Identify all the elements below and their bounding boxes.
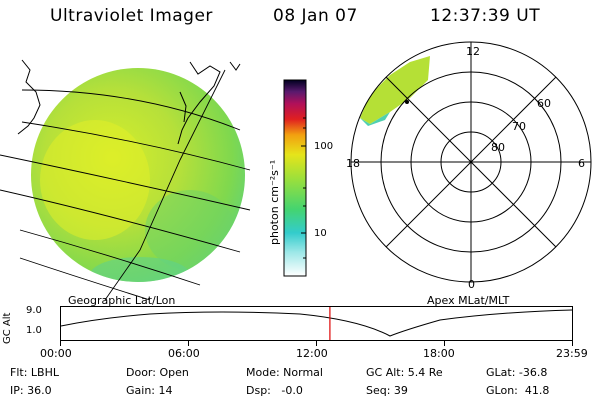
status-ip: IP: 36.0 [10, 384, 52, 397]
polar-plot [350, 41, 592, 283]
instrument-title: Ultraviolet Imager [50, 6, 213, 26]
auroral-patch [360, 56, 430, 126]
latlon-grid [0, 69, 251, 300]
colorbar-scale [283, 79, 307, 277]
altitude-timeline [60, 306, 573, 346]
geographic-caption: Geographic Lat/Lon [68, 294, 176, 307]
status-door: Door: Open [126, 366, 189, 379]
colorbar [283, 79, 307, 277]
status-mode: Mode: Normal [246, 366, 323, 379]
mlt-label-6: 6 [578, 157, 585, 170]
mlt-label-0: 0 [468, 278, 475, 291]
time-label: 12:37:39 UT [430, 6, 541, 26]
colorbar-tick-100: 100 [314, 141, 334, 152]
status-gc-alt: GC Alt: 5.4 Re [366, 366, 443, 379]
timeline-xtick-0000: 00:00 [40, 347, 72, 360]
timeline-xtick-0600: 06:00 [168, 347, 200, 360]
colorbar-ticks [301, 117, 306, 259]
timeline-xtick-1800: 18:00 [423, 347, 455, 360]
timeline-ylabel: GC Alt [2, 312, 13, 344]
colorbar-unit-label: photon cm⁻²s⁻¹ [268, 159, 281, 245]
timeline-ytick-9: 9.0 [26, 305, 42, 316]
status-glat: GLat: -36.8 [486, 366, 548, 379]
status-dsp: Dsp: -0.0 [246, 384, 303, 397]
mlt-label-18: 18 [346, 157, 360, 170]
mlat-label-80: 80 [491, 141, 505, 154]
timeline-ticks [60, 340, 573, 346]
status-seq: Seq: 39 [366, 384, 408, 397]
date-label: 08 Jan 07 [273, 6, 358, 26]
colorbar-tick-10: 10 [314, 228, 327, 239]
timeline-frame [60, 306, 573, 341]
globe-patches [40, 120, 235, 282]
timeline-xtick-1200: 12:00 [296, 347, 328, 360]
status-glon: GLon: 41.8 [486, 384, 550, 397]
mlat-label-70: 70 [512, 120, 526, 133]
timeline-ytick-1: 1.0 [26, 325, 42, 336]
position-marker [405, 100, 409, 104]
status-gain: Gain: 14 [126, 384, 173, 397]
apex-caption: Apex MLat/MLT [427, 294, 510, 307]
polar-grid [350, 41, 592, 283]
mlt-label-12: 12 [466, 45, 480, 58]
mlat-label-60: 60 [537, 97, 551, 110]
altitude-curve [60, 309, 573, 337]
timeline-xtick-2359: 23:59 [556, 347, 588, 360]
geographic-image [0, 59, 251, 300]
coastlines [17, 59, 241, 145]
status-filter: Flt: LBHL [10, 366, 59, 379]
